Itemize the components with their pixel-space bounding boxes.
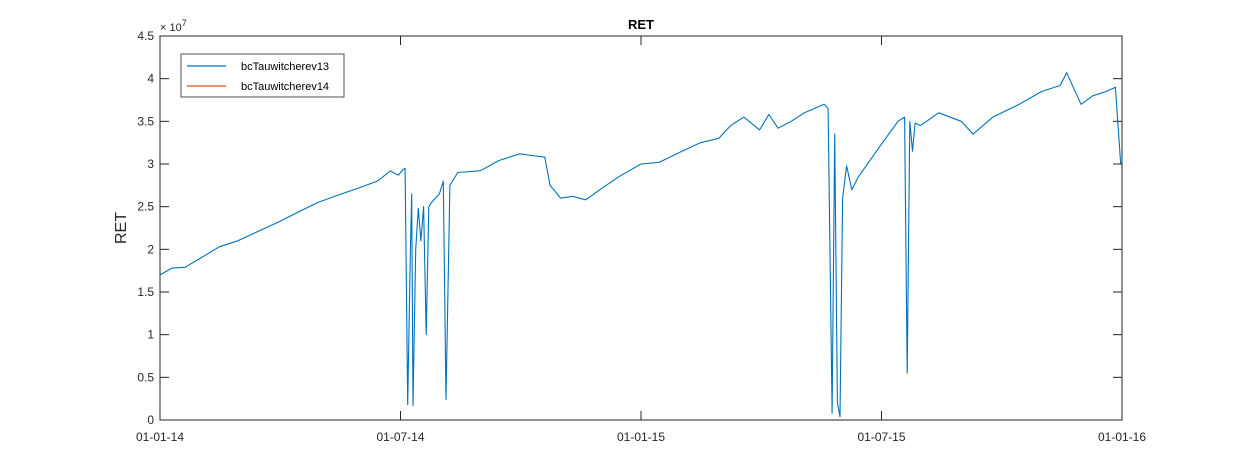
y-tick-label: 1.5 xyxy=(137,285,154,299)
plot-area xyxy=(160,36,1122,420)
chart-title: RET xyxy=(628,17,654,32)
y-tick-label: 3.5 xyxy=(137,114,154,128)
x-tick-label: 01-07-14 xyxy=(376,430,424,444)
y-tick-label: 2 xyxy=(147,242,154,256)
y-axis-label: RET xyxy=(113,212,130,244)
x-tick-label: 01-01-16 xyxy=(1098,430,1146,444)
y-axis-exponent-base: × 10 xyxy=(160,22,182,34)
legend: bcTauwitcherev13 bcTauwitcherev14 xyxy=(180,53,345,98)
y-tick-label: 0.5 xyxy=(137,370,154,384)
y-tick-label: 1 xyxy=(147,328,154,342)
legend-box xyxy=(180,53,345,98)
y-axis: 0 0.5 1 1.5 2 2.5 3 3.5 4 4.5 xyxy=(137,29,1122,427)
y-tick-label: 4 xyxy=(147,72,154,86)
x-tick-label: 01-01-14 xyxy=(136,430,184,444)
y-tick-label: 2.5 xyxy=(137,200,154,214)
y-axis-exponent: × 107 xyxy=(160,18,187,34)
legend-entry-series-2: bcTauwitcherev14 xyxy=(241,81,329,93)
y-tick-label: 0 xyxy=(147,413,154,427)
y-tick-label: 4.5 xyxy=(137,29,154,43)
x-axis: 01-01-14 01-07-14 01-01-15 01-07-15 01-01-16 xyxy=(136,36,1146,444)
x-tick-label: 01-07-15 xyxy=(857,430,905,444)
y-axis-exponent-power: 7 xyxy=(182,18,187,28)
series-line-1 xyxy=(159,72,1122,418)
x-tick-label: 01-01-15 xyxy=(617,430,665,444)
legend-entry-series-1: bcTauwitcherev13 xyxy=(241,61,329,73)
y-tick-label: 3 xyxy=(147,157,154,171)
